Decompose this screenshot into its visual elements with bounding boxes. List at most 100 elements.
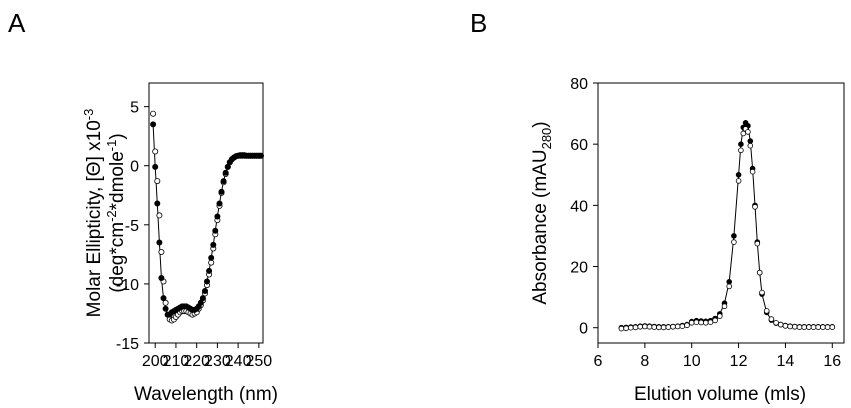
x-tick-label: 6 [594,353,603,370]
panel-label-a: A [8,8,26,38]
series-1-point [693,319,700,326]
series-0-point [220,178,227,185]
series-1-point [829,324,836,330]
series-0-point [747,138,754,144]
chart-b-y-axis-title: Absorbance (mAU280) [530,121,554,304]
y-tick-label: 40 [570,198,588,215]
chart-a-x-axis-title: Wavelength (nm) [134,384,278,405]
series-1-point [679,323,686,330]
series-1-point [688,319,695,326]
series-1-point [698,319,704,326]
y-tick-label: -5 [125,218,139,235]
y-tick-label: 80 [570,76,588,93]
series-1-point [749,168,756,175]
series-0-point [731,233,737,239]
series-1-point [665,324,672,330]
series-1-point [796,324,803,330]
series-1-point [756,269,763,276]
series-1-point [731,239,737,245]
series-1-point [154,178,161,185]
y-tick-label: -15 [116,336,139,353]
series-1-point [745,129,751,135]
series-1-point [618,325,625,332]
series-0-point [152,163,159,170]
series-1-point [740,130,747,137]
series-1-point [820,324,826,330]
series-1-point [735,178,742,184]
series-1-point [763,308,770,314]
x-tick-label: 220 [183,353,210,370]
series-0-point [201,287,208,294]
series-1-point [738,147,744,154]
series-1-point [721,303,728,310]
series-1-point [623,325,629,332]
series-1-point [787,323,793,330]
chart-a-y-axis-title-line1: Molar Ellipticity, [Θ] x10-3 [81,109,105,318]
series-1-point [646,323,653,330]
x-tick-label: 12 [730,353,748,370]
series-1-point [752,204,758,210]
series-1-point [810,324,817,330]
series-1-point [815,324,821,330]
y-tick-label: 60 [570,137,588,154]
series-1-point [712,317,718,324]
series-1-point [726,283,732,290]
series-1-point [782,323,789,329]
series-1-point [632,324,639,331]
series-1-point [684,322,690,329]
y-tick-label: 5 [130,100,139,117]
series-1-point [702,319,709,326]
series-1-point [777,321,784,328]
chart-b: 6 8 10 12 14 16 0 20 40 60 80 Elution volume (mls… [530,76,845,405]
series-0-line [621,121,833,329]
series-1-point [158,248,165,255]
x-tick-label: 250 [246,353,273,370]
series-0-point [735,172,742,178]
series-0-point [216,200,223,207]
series-0-point [199,295,206,302]
series-0-point [158,274,165,281]
series-0-point [150,121,157,128]
series-0-point [257,152,264,159]
y-tick-label: -10 [116,277,139,294]
y-tick-label: 20 [570,260,588,277]
series-1-point [156,212,163,219]
series-0-point [203,278,210,285]
series-0-point [222,169,229,176]
chart-b-series [618,120,836,332]
series-1-point [791,323,798,330]
series-0-point [214,213,221,220]
x-tick-label: 14 [777,353,795,370]
panel-label-b: B [470,8,488,38]
x-tick-label: 210 [163,353,190,370]
series-1-point [806,324,812,330]
series-1-point [670,323,676,330]
series-1-point [651,324,657,330]
series-1-point [773,319,779,326]
x-tick-label: 240 [225,353,252,370]
chart-a-frame [148,82,264,344]
series-0-point [212,227,219,234]
chart-b-x-axis-title: Elution volume (mls) [634,384,806,405]
series-0-point [738,141,744,148]
series-0-point [156,239,163,246]
series-1-point [150,110,157,117]
series-1-point [152,148,159,155]
series-1-point [674,323,681,330]
x-tick-label: 16 [823,353,841,370]
chart-a-y-axis: -15 -10 -5 0 5 [116,100,149,353]
series-1-point [768,316,775,322]
series-1-point [759,289,765,296]
series-0-point [210,241,217,248]
series-1-point [627,324,634,331]
series-1-point [656,324,662,331]
x-tick-label: 8 [640,353,649,370]
chart-a-series [150,110,264,324]
y-tick-label: 0 [130,159,139,176]
series-0-point [160,295,167,302]
series-1-point [707,319,714,326]
chart-b-x-axis: 6 8 10 12 14 16 [594,343,841,370]
